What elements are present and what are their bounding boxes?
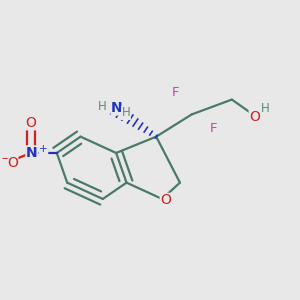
Text: +: + — [39, 144, 48, 154]
Text: H: H — [122, 106, 130, 119]
Text: N: N — [111, 101, 123, 115]
Text: O: O — [26, 116, 36, 130]
Text: H: H — [261, 102, 270, 115]
Text: O: O — [160, 194, 171, 207]
Text: O: O — [7, 156, 18, 170]
Text: –: – — [1, 152, 8, 165]
Text: H: H — [98, 100, 106, 112]
Text: F: F — [172, 85, 179, 99]
Text: N: N — [26, 146, 38, 160]
Text: O: O — [249, 110, 260, 124]
Text: F: F — [209, 122, 217, 135]
